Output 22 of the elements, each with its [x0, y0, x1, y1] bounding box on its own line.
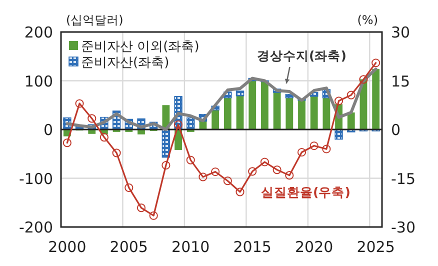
x-tick-label: 2005 — [110, 238, 148, 256]
legend-label: 준비자산 이외(좌축) — [81, 40, 200, 54]
y2-tick-label: -15 — [391, 170, 416, 188]
x-tick-label: 2015 — [233, 238, 272, 256]
y-tick-label: -200 — [18, 218, 53, 236]
y-tick-label: 0 — [43, 121, 53, 139]
series-label: 실질환율(우축) — [261, 184, 350, 200]
series-label: 경상수지(좌축) — [257, 48, 346, 63]
y-tick-label: 200 — [24, 24, 53, 42]
y-axis-title: (십억달러) — [66, 13, 124, 27]
y-tick-label: 100 — [24, 72, 53, 90]
y2-tick-label: 0 — [391, 121, 401, 139]
legend-label: 준비자산(좌축) — [81, 56, 170, 70]
x-tick-label: 2020 — [295, 238, 334, 256]
y-tick-label: -100 — [18, 170, 53, 188]
y2-tick-label: -30 — [391, 218, 416, 236]
y2-axis-title: (%) — [357, 13, 378, 27]
x-tick-label: 2010 — [172, 238, 210, 256]
y2-tick-label: 30 — [391, 24, 410, 42]
x-tick-label: 2000 — [48, 238, 86, 256]
x-tick-label: 2025 — [356, 238, 395, 256]
y2-tick-label: 15 — [391, 72, 410, 90]
